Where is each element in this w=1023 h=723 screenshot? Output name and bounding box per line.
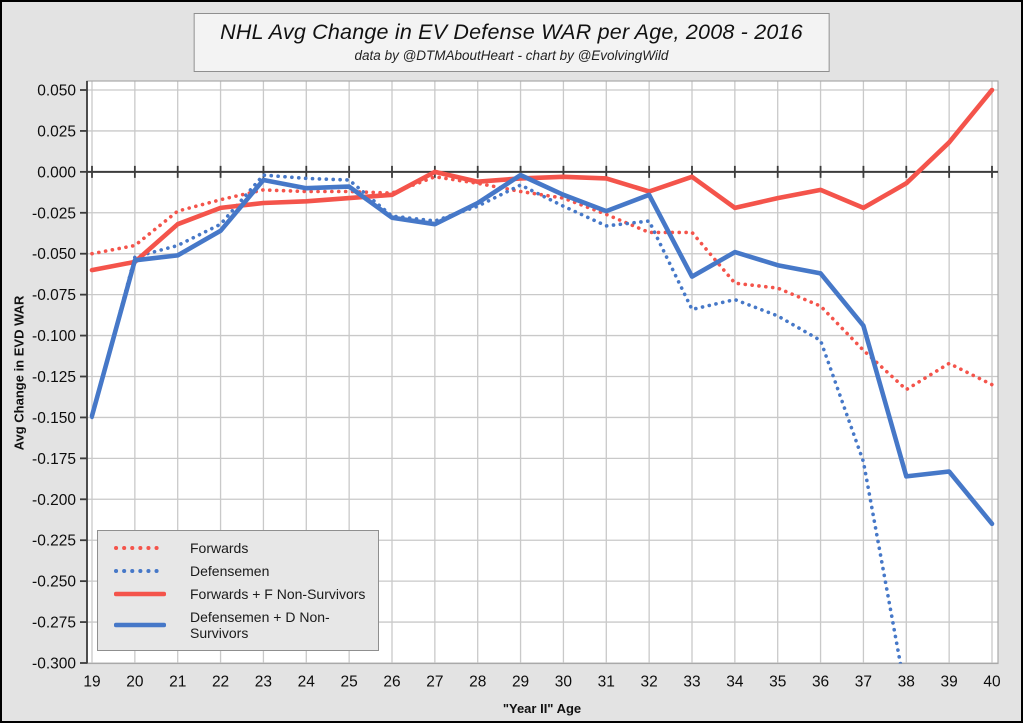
y-tick-label: 0.000 <box>37 164 76 181</box>
y-tick-label: -0.050 <box>32 246 76 263</box>
x-tick-label: 22 <box>212 674 229 691</box>
x-tick-label: 24 <box>298 674 316 691</box>
x-tick-label: 39 <box>941 674 958 691</box>
y-tick-label: -0.025 <box>32 205 76 222</box>
y-tick-label: 0.050 <box>37 83 76 100</box>
x-tick-label: 34 <box>726 674 744 691</box>
x-tick-label: 30 <box>555 674 573 691</box>
y-tick-labels: 0.050 0.025 0.000 -0.025 -0.050 -0.075 -0.100 -… <box>32 83 76 673</box>
x-tick-label: 38 <box>898 674 915 691</box>
x-tick-label: 36 <box>812 674 829 691</box>
y-tick-label: -0.075 <box>32 287 76 304</box>
x-tick-labels: 19 20 21 22 23 24 25 26 27 28 29 30 31 32 33 34 35 36 37 38… <box>83 674 1001 691</box>
series-line-defensemen-d-non-survivors <box>89 172 995 527</box>
legend-item-defensemen-d-non-survivors: Defensemen + D Non-Survivors <box>114 609 378 641</box>
x-tick-label: 21 <box>169 674 186 691</box>
dotted-line-swatch <box>114 544 166 552</box>
legend-label: Defensemen + D Non-Survivors <box>190 608 330 641</box>
chart-title: NHL Avg Change in EV Defense WAR per Age… <box>220 20 803 44</box>
y-axis <box>80 81 88 664</box>
y-tick-label: -0.225 <box>32 533 76 550</box>
x-tick-label: 40 <box>983 674 1001 691</box>
solid-line-swatch <box>114 621 166 629</box>
solid-line-swatch <box>114 590 166 598</box>
y-tick-label: 0.025 <box>37 123 76 140</box>
legend-item-forwards: Forwards <box>114 540 378 556</box>
y-tick-label: -0.200 <box>32 492 76 509</box>
x-tick-label: 32 <box>641 674 658 691</box>
y-axis-title: Avg Change in EVD WAR <box>11 295 27 451</box>
x-tick-label: 26 <box>383 674 400 691</box>
y-tick-label: -0.300 <box>32 655 76 672</box>
y-tick-label: -0.150 <box>32 410 76 427</box>
y-tick-label: -0.250 <box>32 574 76 591</box>
legend-item-forwards-f-non-survivors: Forwards + F Non-Survivors <box>114 586 378 602</box>
x-tick-label: 33 <box>683 674 700 691</box>
x-tick-label: 27 <box>426 674 443 691</box>
x-tick-label: 20 <box>126 674 144 691</box>
y-tick-label: -0.175 <box>32 451 76 468</box>
x-axis-title: "Year II" Age <box>502 701 582 716</box>
x-tick-label: 35 <box>769 674 786 691</box>
chart-subtitle: data by @DTMAboutHeart - chart by @Evolv… <box>354 48 669 63</box>
legend-label: Forwards <box>190 540 249 557</box>
dotted-line-swatch <box>114 567 166 575</box>
legend-label: Defensemen <box>190 563 270 580</box>
legend: Forwards Defensemen Forwards + F Non-Survi… <box>97 530 379 651</box>
y-tick-label: -0.100 <box>32 328 76 345</box>
series-line-defensemen <box>90 173 903 664</box>
x-tick-label: 37 <box>855 674 872 691</box>
x-tick-label: 31 <box>598 674 615 691</box>
x-tick-label: 28 <box>469 674 486 691</box>
x-tick-label: 25 <box>341 674 358 691</box>
zero-line <box>87 165 998 178</box>
y-tick-label: -0.125 <box>32 369 76 386</box>
legend-label: Forwards + F Non-Survivors <box>190 585 366 602</box>
legend-item-defensemen: Defensemen <box>114 563 378 579</box>
x-tick-label: 23 <box>255 674 272 691</box>
x-tick-label: 19 <box>83 674 100 691</box>
x-tick-label: 29 <box>512 674 529 691</box>
y-tick-label: -0.275 <box>32 615 76 632</box>
series-line-forwards <box>90 175 994 392</box>
chart-title-box: NHL Avg Change in EV Defense WAR per Age… <box>193 13 830 72</box>
